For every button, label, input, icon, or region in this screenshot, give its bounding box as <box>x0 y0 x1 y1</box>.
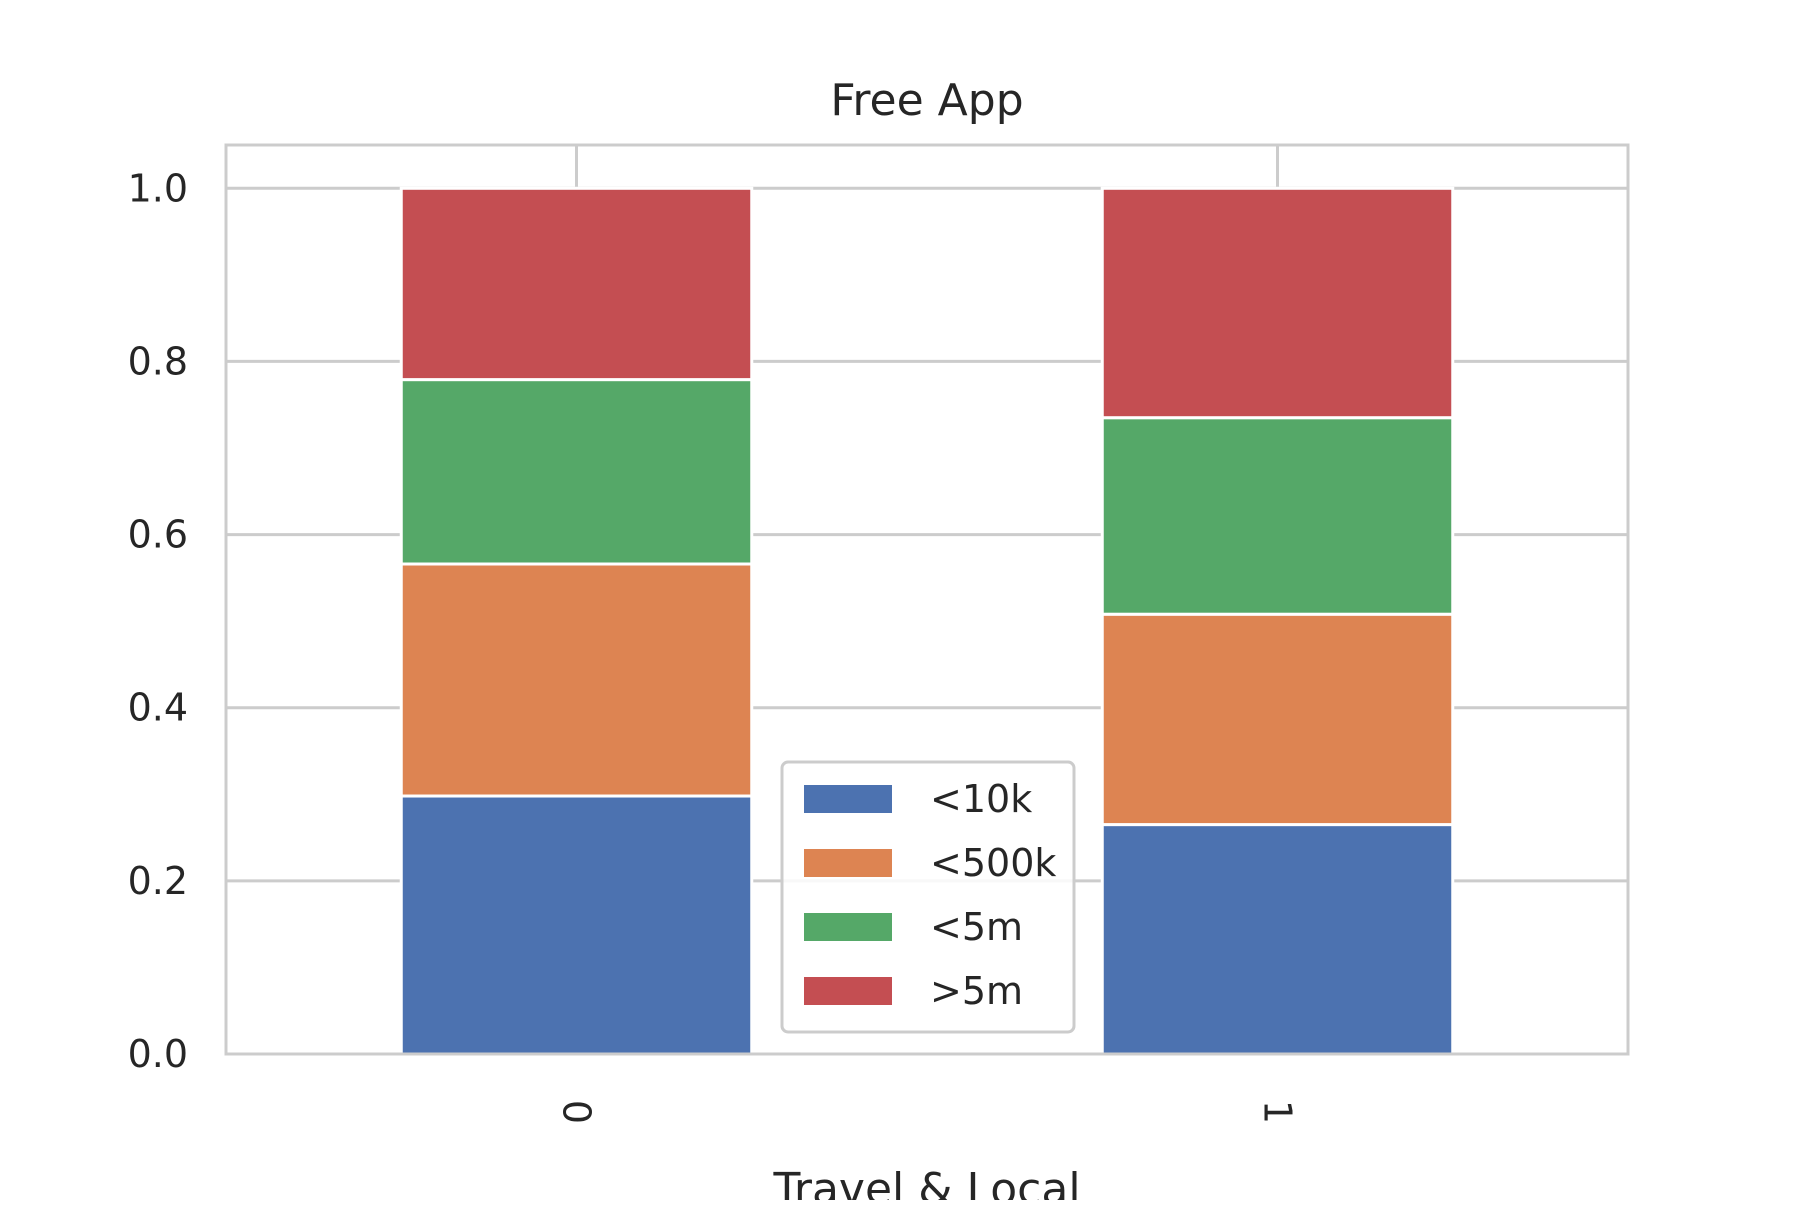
plot-frame <box>224 143 1630 1056</box>
legend-label: <500k <box>930 841 1056 885</box>
legend-box <box>780 760 1076 1034</box>
bar-segment <box>1100 612 1455 827</box>
x-tick-label: 1 <box>1256 1100 1300 1124</box>
legend-label: <5m <box>930 905 1023 949</box>
bar-segment <box>1100 186 1455 420</box>
bar-segment <box>399 378 754 566</box>
y-tick-label: 0.6 <box>128 513 188 557</box>
y-tick-label: 0.2 <box>128 859 188 903</box>
legend-swatch <box>804 913 892 941</box>
legend-swatch <box>804 849 892 877</box>
x-axis-label: Travel & Local <box>772 1164 1080 1200</box>
bar-segment <box>399 186 754 382</box>
bar-segment <box>399 562 754 798</box>
chart-title: Free App <box>830 75 1023 126</box>
bar-segment <box>399 794 754 1056</box>
bars-layer <box>399 186 1455 1056</box>
y-tick-label: 1.0 <box>128 166 188 210</box>
y-tick-label: 0.4 <box>128 686 188 730</box>
y-tick-label: 0.8 <box>128 339 188 383</box>
legend-label: <10k <box>930 777 1032 821</box>
legend-swatch <box>804 977 892 1005</box>
bar-segment <box>1100 416 1455 616</box>
y-tick-labels: 0.0 0.2 0.4 0.6 0.8 1.0 <box>128 166 188 1076</box>
legend: <10k <500k <5m >5m <box>780 760 1076 1034</box>
x-tick-label: 0 <box>555 1100 599 1124</box>
legend-swatch <box>804 785 892 813</box>
y-tick-label: 0.0 <box>128 1032 188 1076</box>
bar-segment <box>1100 823 1455 1056</box>
legend-label: >5m <box>930 969 1023 1013</box>
